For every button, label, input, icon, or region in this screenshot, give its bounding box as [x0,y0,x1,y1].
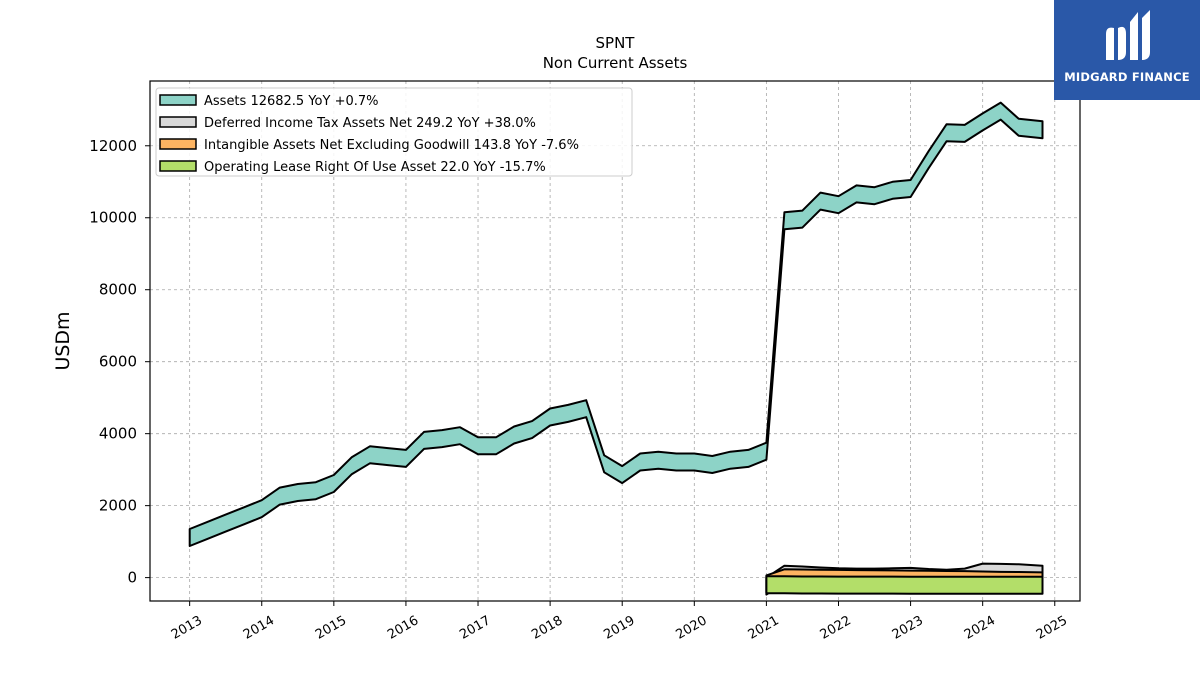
y-tick-label: 2000 [99,497,137,515]
legend-swatch-2 [159,116,197,128]
x-tick-label: 2023 [890,613,926,643]
y-tick-label: 6000 [99,353,137,371]
y-axis-label: USDm [52,311,74,370]
brand-logo: MIDGARD FINANCE [1054,0,1200,100]
x-tick-label: 2018 [529,613,565,643]
x-tick-label: 2025 [1034,613,1070,643]
y-tick-label: 4000 [99,425,137,443]
legend-label-1: Assets 12682.5 YoY +0.7% [204,94,379,109]
legend-label-2: Deferred Income Tax Assets Net 249.2 YoY… [204,116,536,131]
chart-title: SPNT [596,34,636,52]
axis-ticks: 0 2000 4000 6000 8000 10000 12000 2013 2014 2015 2… [89,137,1070,643]
x-tick-label: 2019 [601,613,637,643]
series-area-4 [765,575,1044,595]
legend-swatch-4 [159,160,197,172]
series-areas [188,101,1044,596]
y-tick-label: 12000 [89,137,137,155]
legend-swatch-1 [159,94,197,106]
legend-swatch-3 [159,138,197,150]
plot-frame [149,80,1081,602]
chart-subtitle: Non Current Assets [543,54,688,72]
x-tick-label: 2015 [313,613,349,643]
series-area-1 [188,101,1044,547]
y-tick-label: 0 [127,569,137,587]
legend-box [155,87,633,177]
x-tick-label: 2013 [169,613,205,643]
legend-label-4: Operating Lease Right Of Use Asset 22.0 … [204,160,546,175]
y-tick-label: 8000 [99,281,137,299]
brand-name: MIDGARD FINANCE [1064,70,1190,84]
grid [150,81,1080,601]
y-tick-label: 10000 [89,209,137,227]
x-tick-label: 2020 [673,613,709,643]
x-tick-label: 2022 [818,613,854,643]
brand-mark-icon [1106,10,1150,61]
x-tick-label: 2016 [385,613,421,643]
x-tick-label: 2024 [962,613,998,643]
x-tick-label: 2017 [457,613,493,643]
legend-label-3: Intangible Assets Net Excluding Goodwill… [204,138,579,153]
x-tick-label: 2014 [241,613,277,643]
x-tick-label: 2021 [746,613,782,643]
legend: Assets 12682.5 YoY +0.7% Deferred Income … [155,87,633,177]
